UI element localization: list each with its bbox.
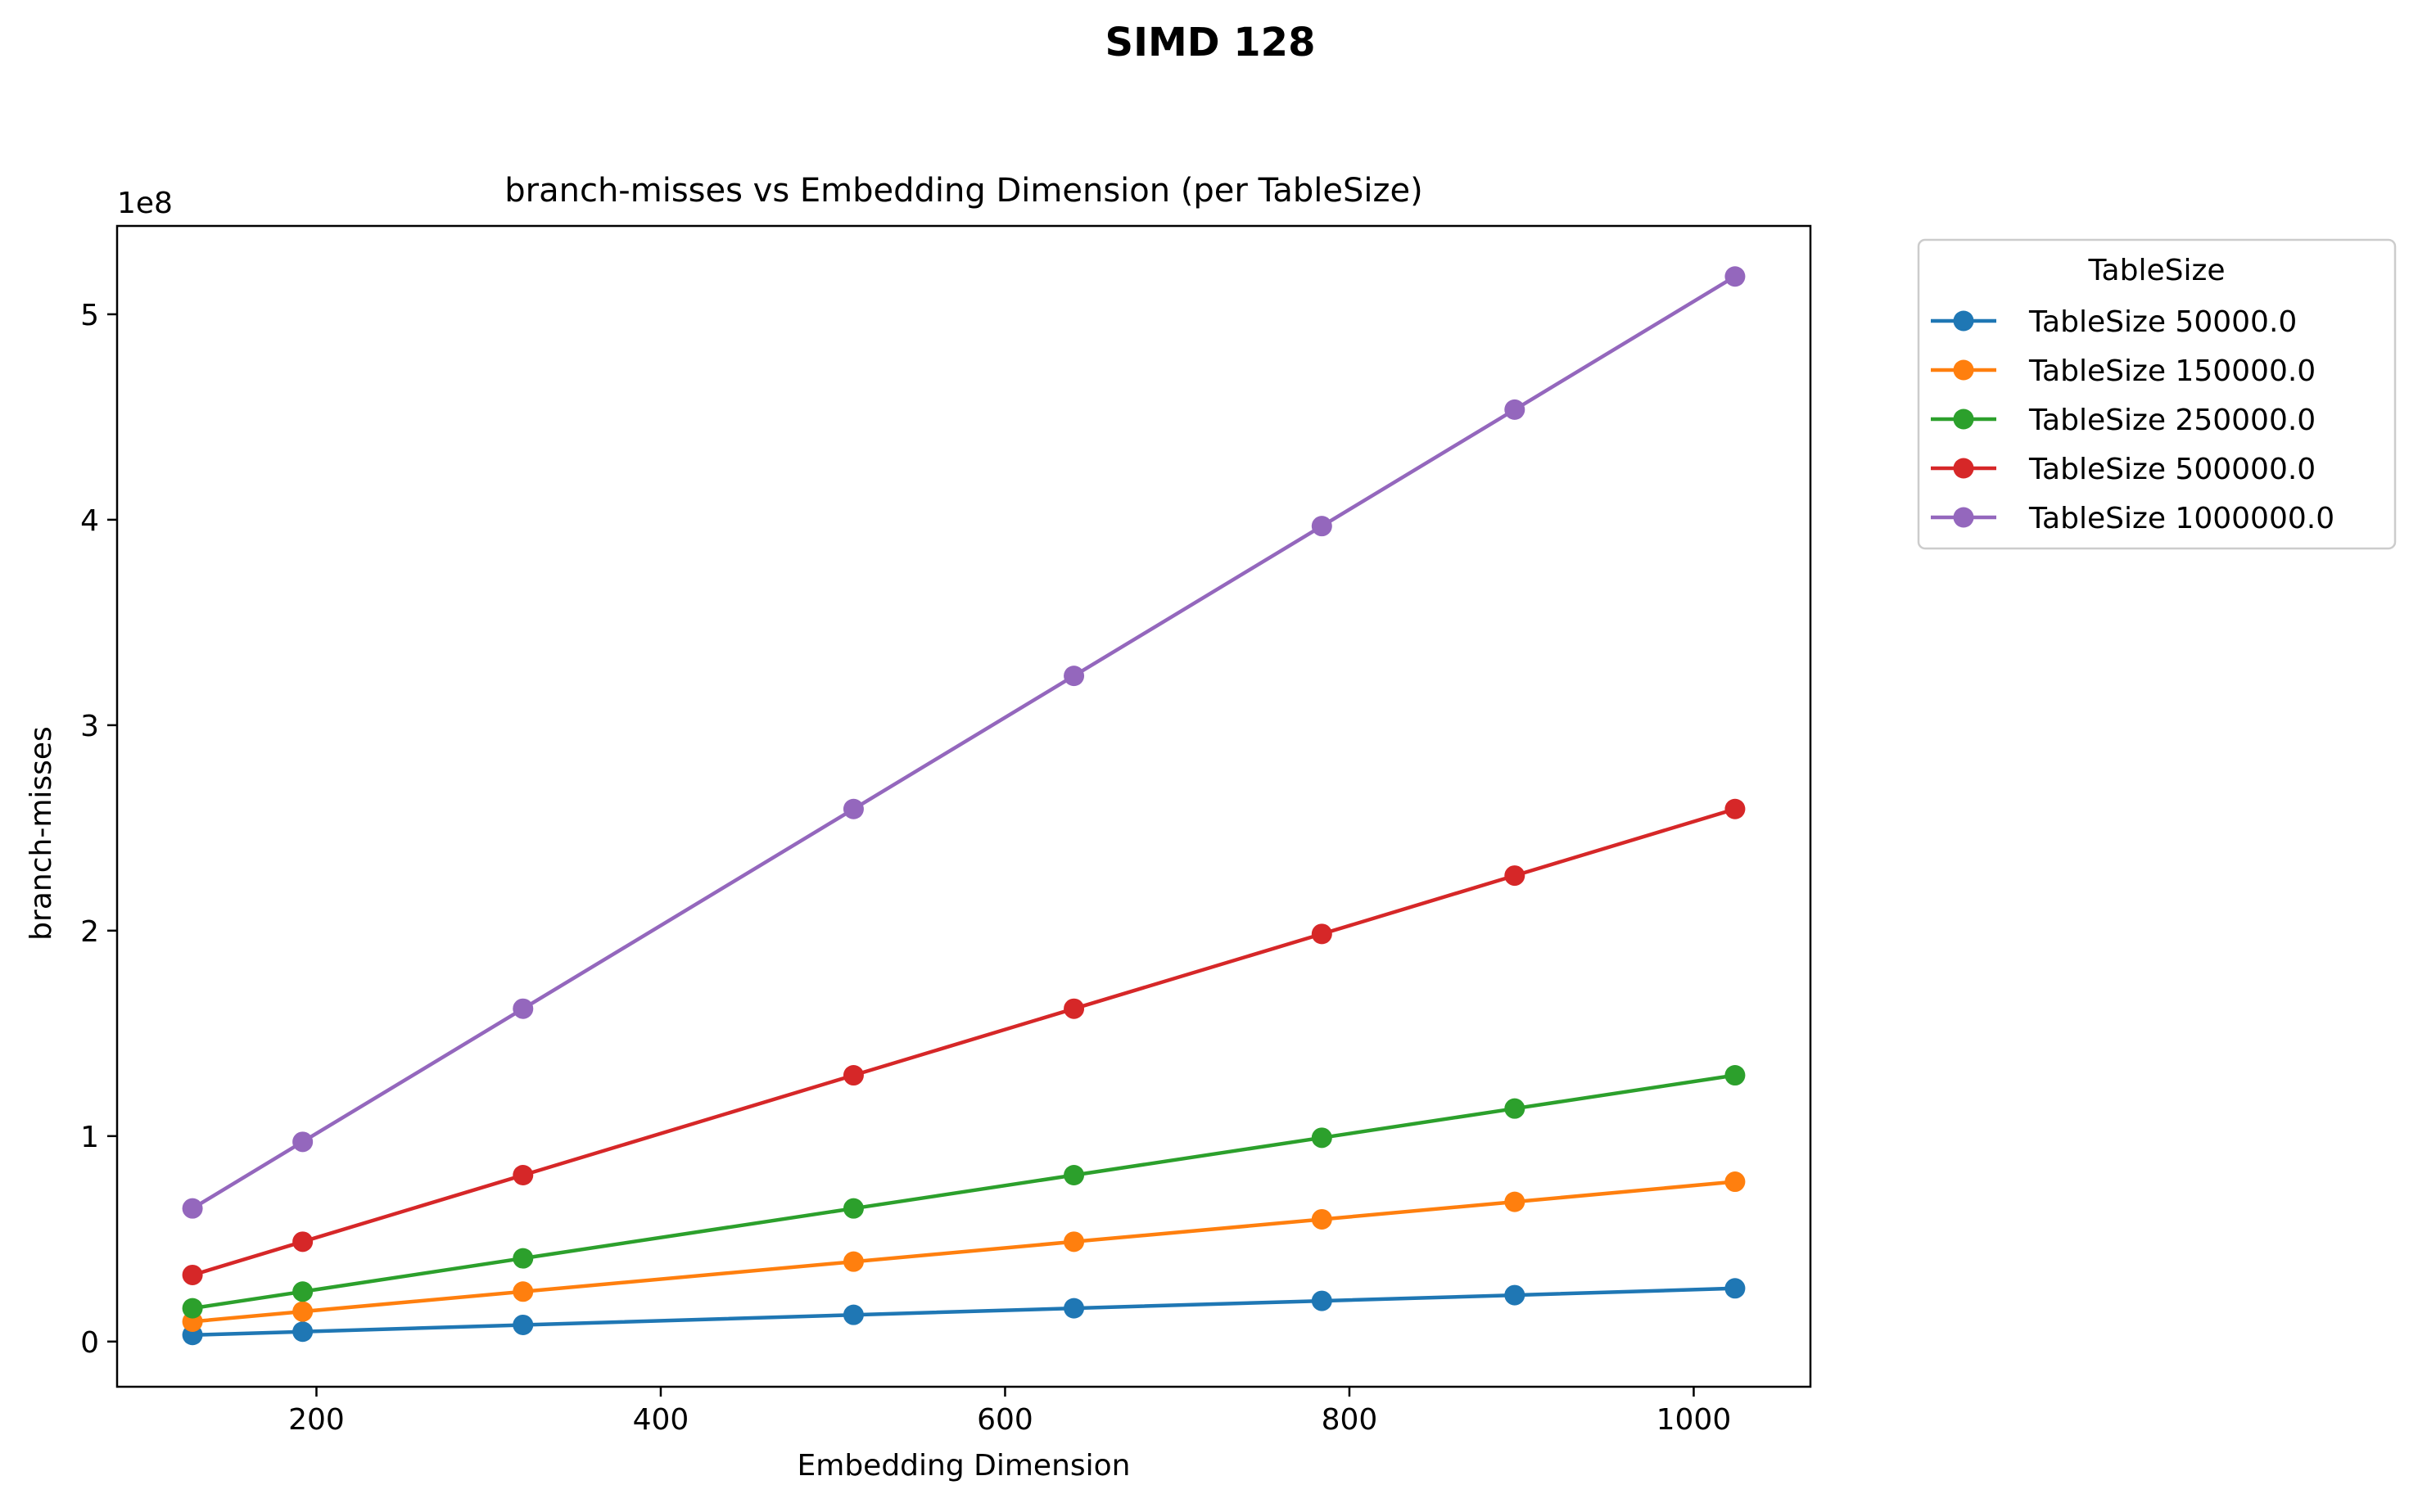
- plot-frame: [115, 224, 1812, 1388]
- series-line: [192, 1073, 1736, 1311]
- y-axis-label: branch-misses: [25, 726, 58, 941]
- legend-swatch-marker: [1953, 507, 1974, 528]
- data-point: [513, 1164, 534, 1185]
- y-tick-label: 1: [80, 1121, 99, 1154]
- x-tick-label: 200: [288, 1403, 345, 1437]
- series-line: [192, 1286, 1735, 1338]
- figure-suptitle: SIMD 128: [1105, 20, 1316, 65]
- data-point: [513, 1314, 534, 1335]
- series-3: [182, 1065, 1746, 1319]
- legend-item: TableSize 50000.0: [1931, 305, 2297, 339]
- x-axis-label: Embedding Dimension: [798, 1449, 1131, 1483]
- y-tick-label: 4: [80, 504, 99, 538]
- y-tick-label: 0: [80, 1326, 99, 1360]
- data-point: [513, 1248, 534, 1269]
- legend-swatch-marker: [1953, 408, 1974, 430]
- legend-swatch-marker: [1953, 359, 1974, 381]
- series-1: [182, 1278, 1746, 1346]
- legend-label: TableSize 50000.0: [2028, 305, 2297, 339]
- data-point: [1064, 1164, 1085, 1185]
- series-2: [182, 1171, 1746, 1332]
- data-point: [513, 998, 534, 1019]
- data-point: [1064, 998, 1085, 1019]
- series-line: [192, 1180, 1736, 1324]
- chart-title: branch-misses vs Embedding Dimension (pe…: [504, 172, 1422, 210]
- y-offset-label: 1e8: [117, 187, 173, 220]
- data-point: [1311, 1127, 1332, 1149]
- data-point: [182, 1264, 203, 1285]
- data-point: [1724, 1171, 1746, 1193]
- data-point: [292, 1281, 314, 1302]
- x-tick-label: 600: [977, 1403, 1033, 1437]
- data-point: [292, 1301, 314, 1322]
- legend-label: TableSize 250000.0: [2028, 404, 2316, 437]
- legend: TableSize TableSize 50000.0 TableSize 150…: [1917, 238, 2397, 550]
- y-tick-label: 3: [80, 710, 99, 743]
- x-tick-label: 1000: [1656, 1403, 1732, 1437]
- data-point: [182, 1298, 203, 1319]
- data-point: [1311, 923, 1332, 945]
- y-tick-label: 2: [80, 915, 99, 949]
- data-point: [1724, 266, 1746, 287]
- data-point: [1311, 516, 1332, 537]
- series-5: [182, 266, 1746, 1219]
- legend-label: TableSize 1000000.0: [2028, 502, 2334, 535]
- data-point: [1724, 798, 1746, 819]
- legend-swatch-marker: [1953, 310, 1974, 332]
- data-point: [1504, 1284, 1525, 1306]
- data-point: [182, 1198, 203, 1219]
- data-point: [1724, 1065, 1746, 1086]
- legend-label: TableSize 150000.0: [2028, 354, 2316, 388]
- x-tick-label: 800: [1322, 1403, 1378, 1437]
- legend-box: [1917, 238, 2397, 550]
- data-point: [843, 1251, 864, 1272]
- series-line: [192, 807, 1736, 1277]
- legend-title: TableSize: [2088, 254, 2226, 287]
- legend-items: TableSize 50000.0 TableSize 150000.0 Table…: [1931, 305, 2334, 535]
- x-tick-label: 400: [633, 1403, 689, 1437]
- data-point: [292, 1131, 314, 1153]
- legend-item: TableSize 500000.0: [1931, 453, 2316, 486]
- data-point: [1504, 399, 1525, 420]
- data-point: [513, 1281, 534, 1302]
- legend-swatch-marker: [1953, 458, 1974, 479]
- legend-label: TableSize 500000.0: [2028, 453, 2316, 486]
- data-point: [1504, 865, 1525, 887]
- legend-item: TableSize 250000.0: [1931, 404, 2316, 437]
- data-point: [843, 1198, 864, 1219]
- data-point: [1311, 1208, 1332, 1230]
- data-point: [1504, 1098, 1525, 1119]
- data-point: [1064, 666, 1085, 687]
- x-axis-ticks: 200 400 600 800 1000: [288, 1387, 1731, 1437]
- data-point: [843, 1304, 864, 1325]
- series-line: [191, 274, 1737, 1211]
- data-point: [1724, 1278, 1746, 1299]
- y-tick-label: 5: [80, 299, 99, 332]
- plot-series: [182, 266, 1746, 1346]
- data-point: [1064, 1298, 1085, 1319]
- data-point: [292, 1321, 314, 1343]
- data-point: [292, 1231, 314, 1252]
- y-axis-ticks: 0 1 2 3 4 5: [80, 299, 117, 1360]
- data-point: [843, 1065, 864, 1086]
- legend-item: TableSize 1000000.0: [1931, 502, 2334, 535]
- data-point: [843, 798, 864, 819]
- data-point: [1064, 1231, 1085, 1252]
- series-4: [182, 798, 1746, 1285]
- data-point: [1311, 1290, 1332, 1311]
- legend-item: TableSize 150000.0: [1931, 354, 2316, 388]
- data-point: [1504, 1191, 1525, 1212]
